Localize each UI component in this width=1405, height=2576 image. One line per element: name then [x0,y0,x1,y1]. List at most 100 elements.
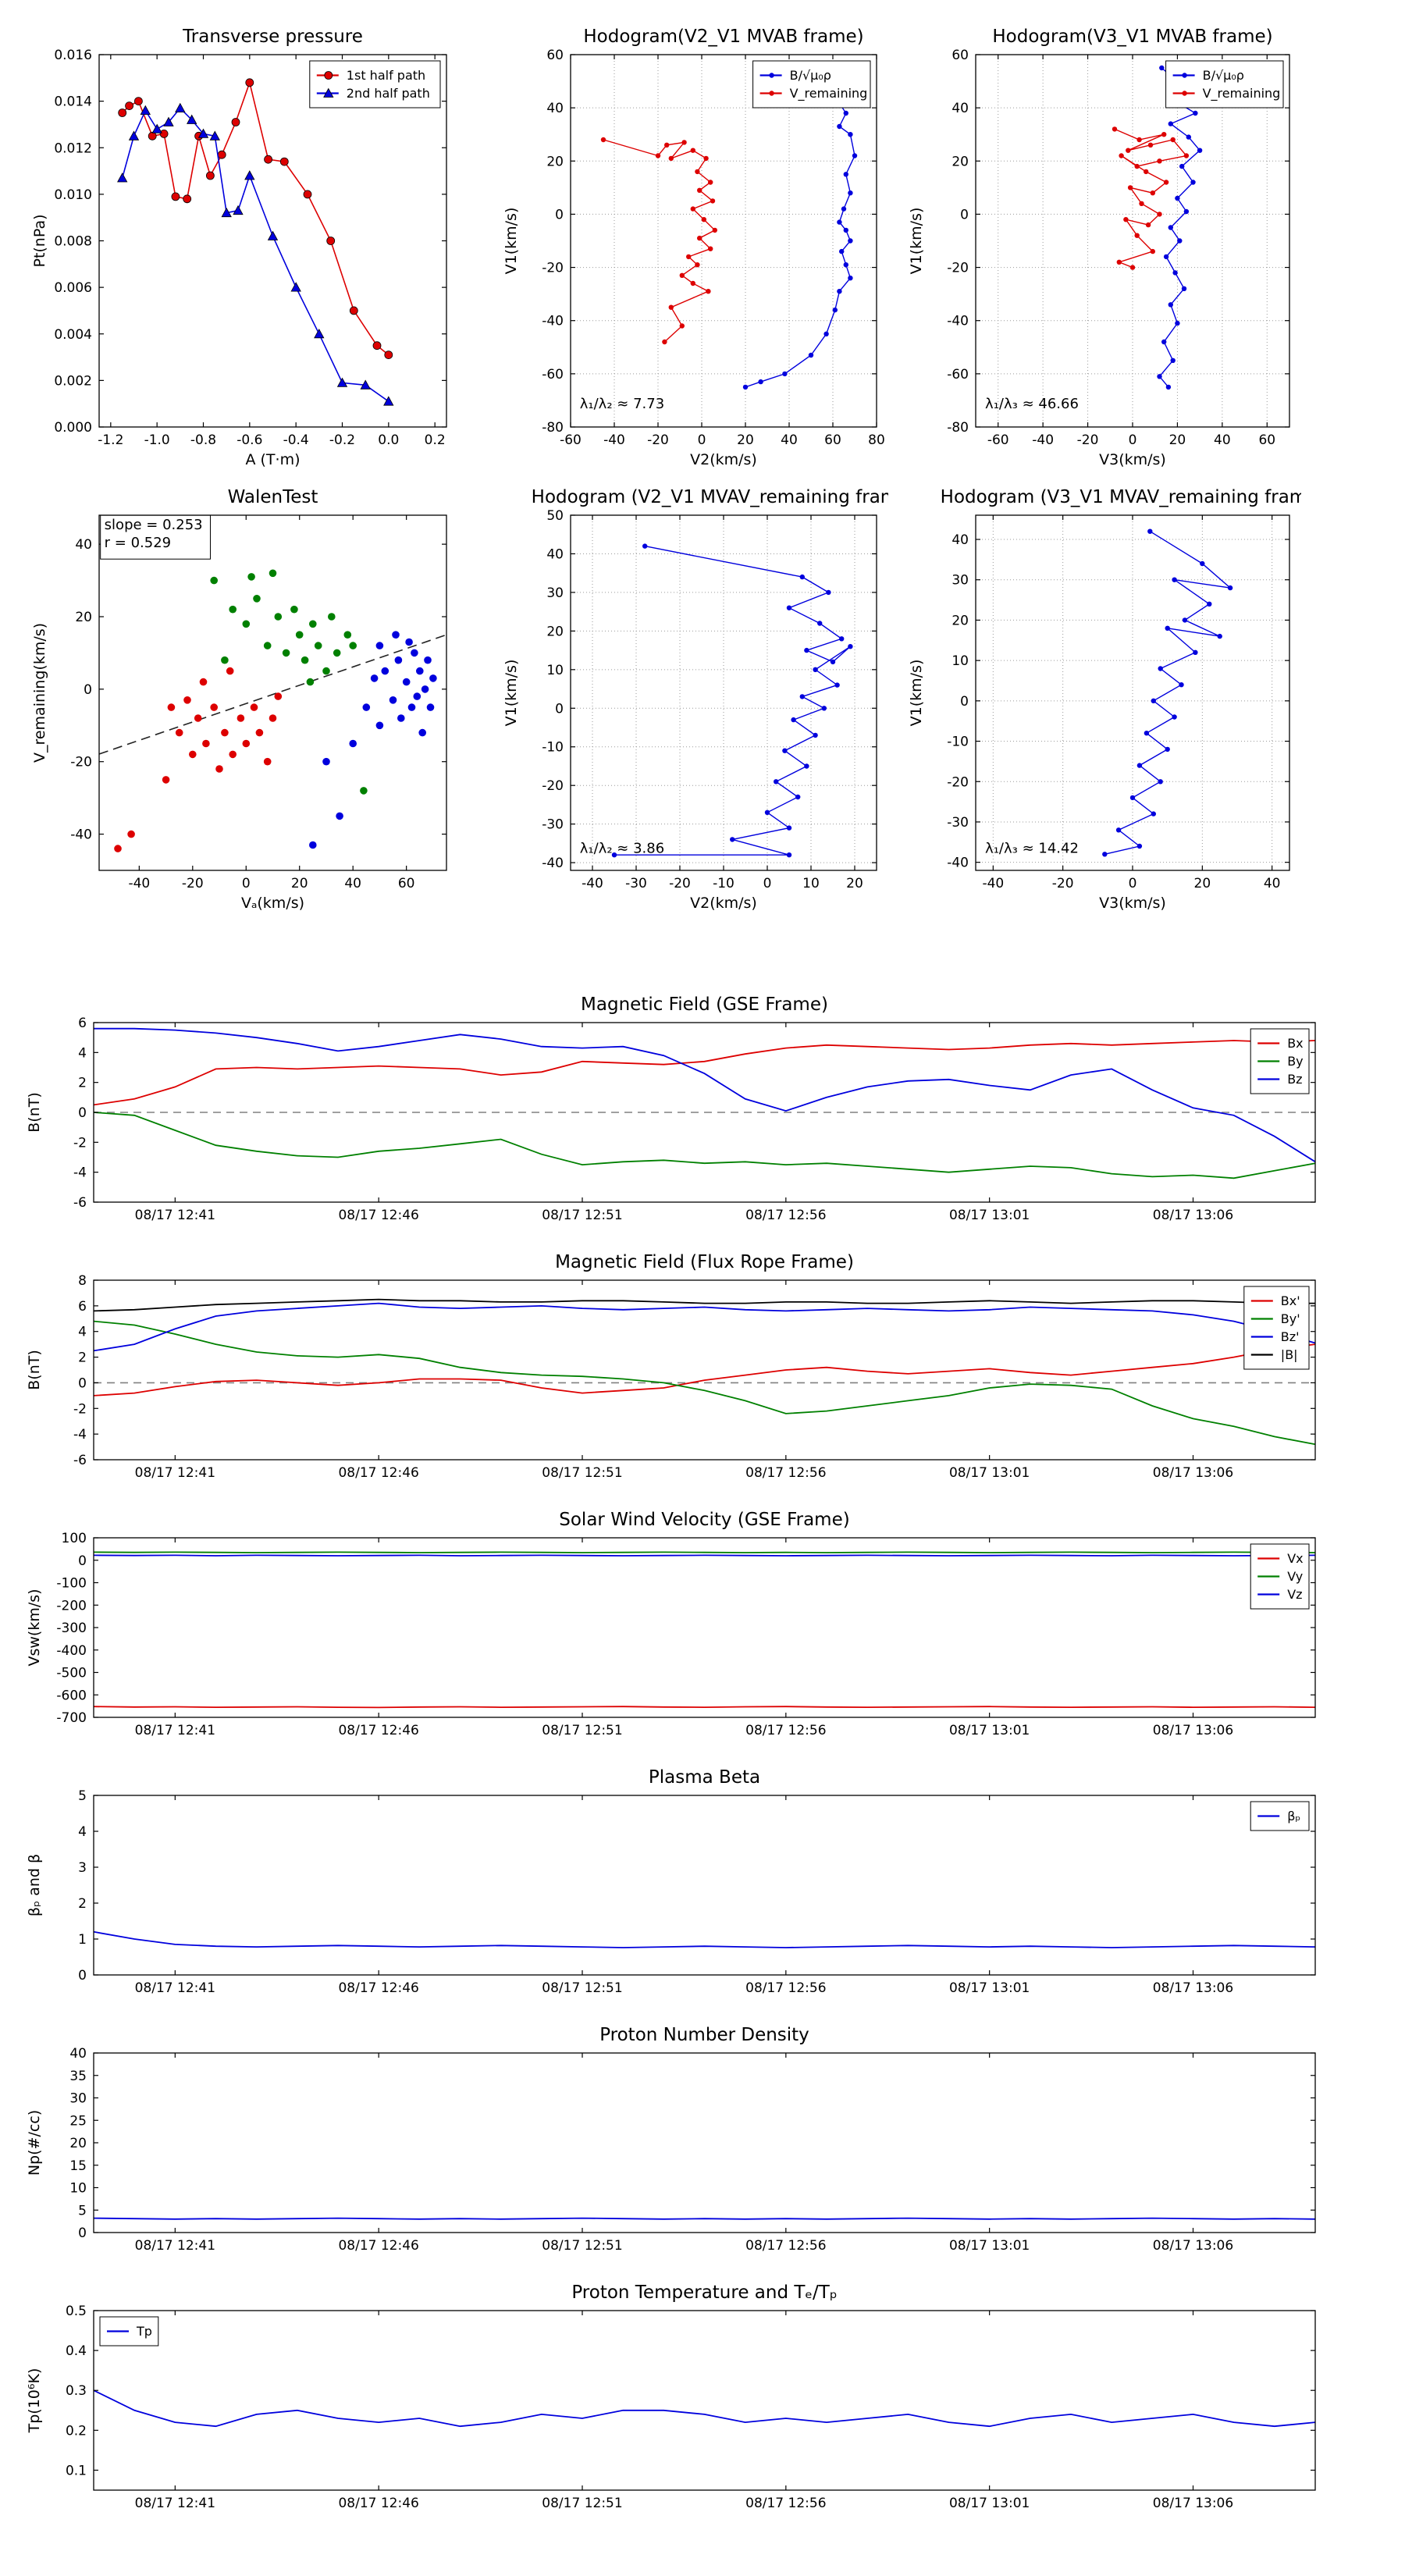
svg-text:r = 0.529: r = 0.529 [105,535,171,551]
svg-text:0.008: 0.008 [54,234,92,250]
svg-text:20: 20 [291,876,308,891]
svg-text:0.0: 0.0 [378,432,399,448]
svg-text:-40: -40 [947,856,969,871]
svg-text:λ₁/λ₂ ≈ 3.86: λ₁/λ₂ ≈ 3.86 [580,840,664,856]
svg-text:08/17 13:06: 08/17 13:06 [1153,2238,1233,2254]
svg-text:60: 60 [398,876,415,891]
svg-text:-60: -60 [542,367,564,382]
svg-text:08/17 12:51: 08/17 12:51 [542,2238,622,2254]
svg-text:-600: -600 [56,1688,87,1703]
svg-text:6: 6 [78,1299,87,1315]
svg-text:25: 25 [69,2113,87,2129]
svg-text:20: 20 [951,154,969,169]
svg-text:A (T·m): A (T·m) [245,451,300,468]
svg-text:B/√μ₀ρ: B/√μ₀ρ [1203,68,1244,83]
svg-text:08/17 13:01: 08/17 13:01 [949,2238,1030,2254]
svg-text:-0.6: -0.6 [237,432,262,448]
svg-text:-40: -40 [982,876,1004,891]
svg-text:0.4: 0.4 [66,2343,87,2359]
svg-text:1st half path: 1st half path [347,68,425,83]
svg-text:V_remaining: V_remaining [1203,86,1281,101]
svg-text:-30: -30 [625,876,647,891]
svg-text:-200: -200 [56,1598,87,1614]
svg-text:08/17 12:41: 08/17 12:41 [135,1723,215,1738]
chart-transverse-pressure: -1.2 -1.0 -0.8 -0.6 -0.4 -0.2 0.0 0.2 0.000 0.002… [29,20,458,470]
svg-text:08/17 12:51: 08/17 12:51 [542,1465,622,1481]
svg-text:10: 10 [951,653,969,669]
svg-text:4: 4 [78,1045,87,1061]
svg-text:08/17 12:56: 08/17 12:56 [745,2238,826,2254]
svg-text:Hodogram(V3_V1 MVAB frame): Hodogram(V3_V1 MVAB frame) [992,27,1272,47]
svg-text:0: 0 [78,1105,87,1121]
svg-text:-20: -20 [70,755,92,770]
svg-text:08/17 13:01: 08/17 13:01 [949,1723,1030,1738]
svg-text:08/17 12:56: 08/17 12:56 [745,1208,826,1223]
svg-text:Proton Temperature and Tₑ/Tₚ: Proton Temperature and Tₑ/Tₚ [571,2282,837,2303]
svg-text:0.010: 0.010 [54,187,92,203]
svg-text:0: 0 [78,1375,87,1391]
svg-text:V1(km/s): V1(km/s) [908,660,925,727]
svg-text:2nd half path: 2nd half path [347,86,430,101]
svg-text:Magnetic Field (Flux Rope Fram: Magnetic Field (Flux Rope Frame) [555,1252,854,1272]
svg-text:60: 60 [1258,432,1275,448]
svg-text:-40: -40 [542,314,564,329]
svg-text:0: 0 [1129,876,1137,891]
svg-text:20: 20 [737,432,754,448]
svg-text:-40: -40 [603,432,625,448]
svg-text:40: 40 [546,546,564,562]
svg-text:0: 0 [555,701,564,717]
svg-text:-20: -20 [1077,432,1099,448]
svg-text:|B|: |B| [1281,1347,1298,1362]
svg-text:-2: -2 [73,1401,87,1417]
svg-text:10: 10 [802,876,820,891]
svg-text:40: 40 [546,101,564,116]
svg-text:-30: -30 [947,815,969,831]
svg-text:-20: -20 [669,876,691,891]
svg-text:-40: -40 [70,827,92,843]
svg-text:5: 5 [78,2203,87,2218]
svg-text:20: 20 [1194,876,1211,891]
svg-text:-60: -60 [560,432,582,448]
svg-text:20: 20 [1169,432,1186,448]
svg-text:-20: -20 [647,432,669,448]
svg-text:30: 30 [546,585,564,601]
svg-text:08/17 12:41: 08/17 12:41 [135,2496,215,2511]
svg-text:08/17 12:41: 08/17 12:41 [135,1208,215,1223]
svg-text:-20: -20 [947,261,969,276]
svg-text:08/17 13:06: 08/17 13:06 [1153,1980,1233,1996]
svg-text:40: 40 [951,532,969,548]
svg-text:Bz': Bz' [1281,1329,1300,1344]
svg-text:4: 4 [78,1824,87,1840]
svg-text:-300: -300 [56,1621,87,1636]
svg-text:60: 60 [824,432,841,448]
svg-text:Pt(nPa): Pt(nPa) [31,214,48,267]
svg-text:08/17 12:41: 08/17 12:41 [135,2238,215,2254]
svg-text:08/17 12:46: 08/17 12:46 [338,1208,418,1223]
svg-text:08/17 12:56: 08/17 12:56 [745,1723,826,1738]
svg-text:-20: -20 [947,774,969,790]
svg-text:V1(km/s): V1(km/s) [503,660,520,727]
svg-text:20: 20 [75,610,92,625]
svg-text:10: 10 [546,663,564,678]
svg-text:Np(#/cc): Np(#/cc) [26,2110,43,2176]
svg-text:08/17 12:46: 08/17 12:46 [338,1465,418,1481]
svg-text:08/17 12:51: 08/17 12:51 [542,2496,622,2511]
svg-text:-60: -60 [947,367,969,382]
svg-text:0.1: 0.1 [66,2463,87,2478]
svg-text:60: 60 [546,48,564,63]
svg-text:0.000: 0.000 [54,420,92,436]
svg-text:By': By' [1281,1311,1300,1326]
svg-text:V1(km/s): V1(km/s) [908,208,925,275]
svg-text:-700: -700 [56,1710,87,1726]
chart-hodogram-v3v1-mvav: -40 -20 0 20 40 -40 -30 -20 -10 0 10 20 30 40 Hodogram… [905,480,1325,913]
svg-text:V2(km/s): V2(km/s) [690,451,757,468]
svg-text:0.004: 0.004 [54,327,92,343]
svg-text:0.002: 0.002 [54,373,92,389]
svg-text:-40: -40 [128,876,150,891]
svg-text:100: 100 [62,1531,87,1546]
svg-text:1: 1 [78,1932,87,1948]
svg-text:08/17 12:51: 08/17 12:51 [542,1723,622,1738]
svg-text:08/17 13:01: 08/17 13:01 [949,2496,1030,2511]
svg-text:WalenTest: WalenTest [228,487,318,507]
svg-text:20: 20 [546,154,564,169]
